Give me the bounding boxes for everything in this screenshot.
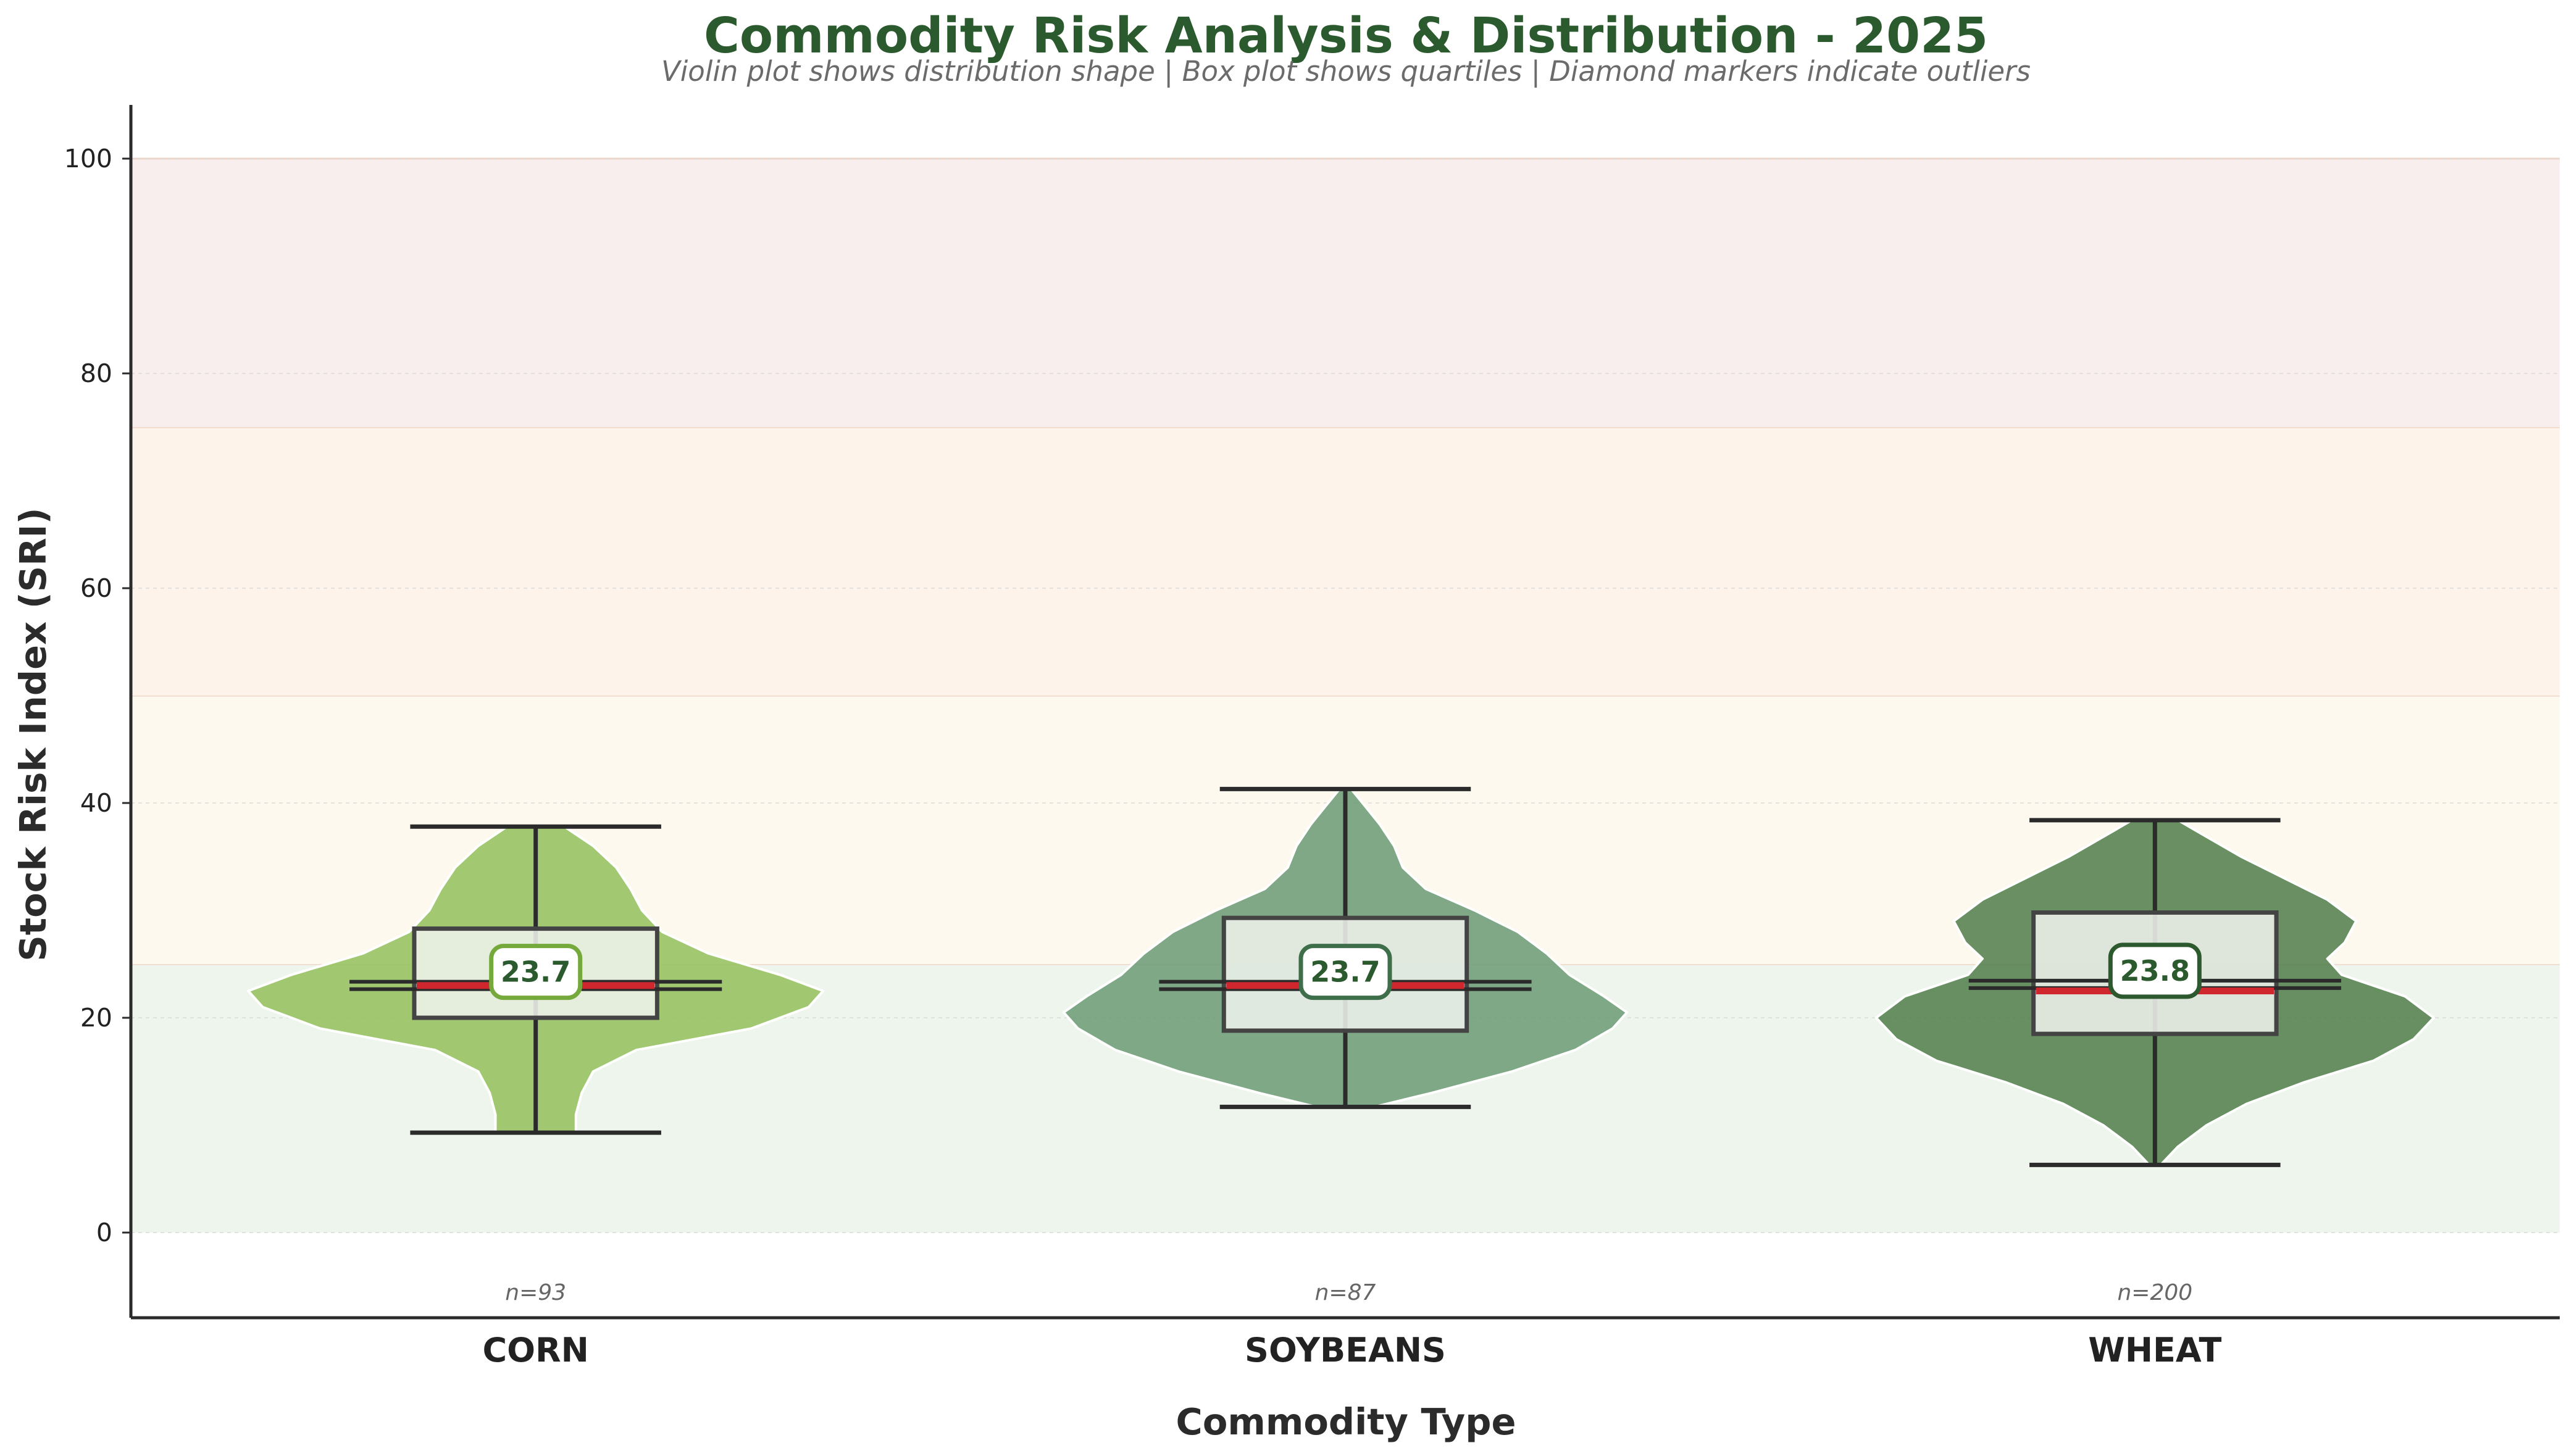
mean-label-badge-corn xyxy=(489,944,583,1000)
mean-label-badge-wheat xyxy=(2108,942,2202,999)
mean-label-corn: 23.7 xyxy=(501,955,571,989)
y-tick-label: 80 xyxy=(80,359,112,388)
violin-group-soybeans: 23.7 n=87 SOYBEANS xyxy=(1062,786,1629,1370)
risk-band-3 xyxy=(131,427,2560,696)
risk-band-4 xyxy=(131,159,2560,427)
violin-group-corn: 23.7 n=93 CORN xyxy=(247,824,825,1370)
mean-label-badge-soybeans xyxy=(1298,944,1392,1000)
chart-subtitle: Violin plot shows distribution shape | B… xyxy=(661,55,2031,88)
violin-group-wheat: 23.8 n=200 WHEAT xyxy=(1874,818,2435,1370)
sample-size-label-wheat: n=200 xyxy=(2117,1280,2192,1305)
y-tick-label: 40 xyxy=(80,788,112,818)
y-tick-label: 60 xyxy=(80,573,112,603)
y-axis-label: Stock Risk Index (SRI) xyxy=(12,507,54,961)
x-tick-label-corn: CORN xyxy=(483,1331,589,1370)
plot-area: 0 20 40 60 80 100 23.7 n=93 CORN 23.7 n=87 SOYBEANS… xyxy=(64,105,2560,1370)
y-tick-label: 100 xyxy=(64,144,112,173)
y-tick-label: 0 xyxy=(96,1218,112,1247)
x-tick-label-soybeans: SOYBEANS xyxy=(1245,1331,1446,1370)
x-axis-label: Commodity Type xyxy=(1176,1400,1516,1443)
chart-title: Commodity Risk Analysis & Distribution -… xyxy=(704,7,1988,64)
x-tick-label-wheat: WHEAT xyxy=(2088,1331,2221,1370)
y-tick-label: 20 xyxy=(80,1003,112,1033)
mean-label-soybeans: 23.7 xyxy=(1310,955,1381,989)
sample-size-label-corn: n=93 xyxy=(505,1280,566,1305)
mean-label-wheat: 23.8 xyxy=(2120,954,2191,988)
sample-size-label-soybeans: n=87 xyxy=(1315,1280,1376,1305)
